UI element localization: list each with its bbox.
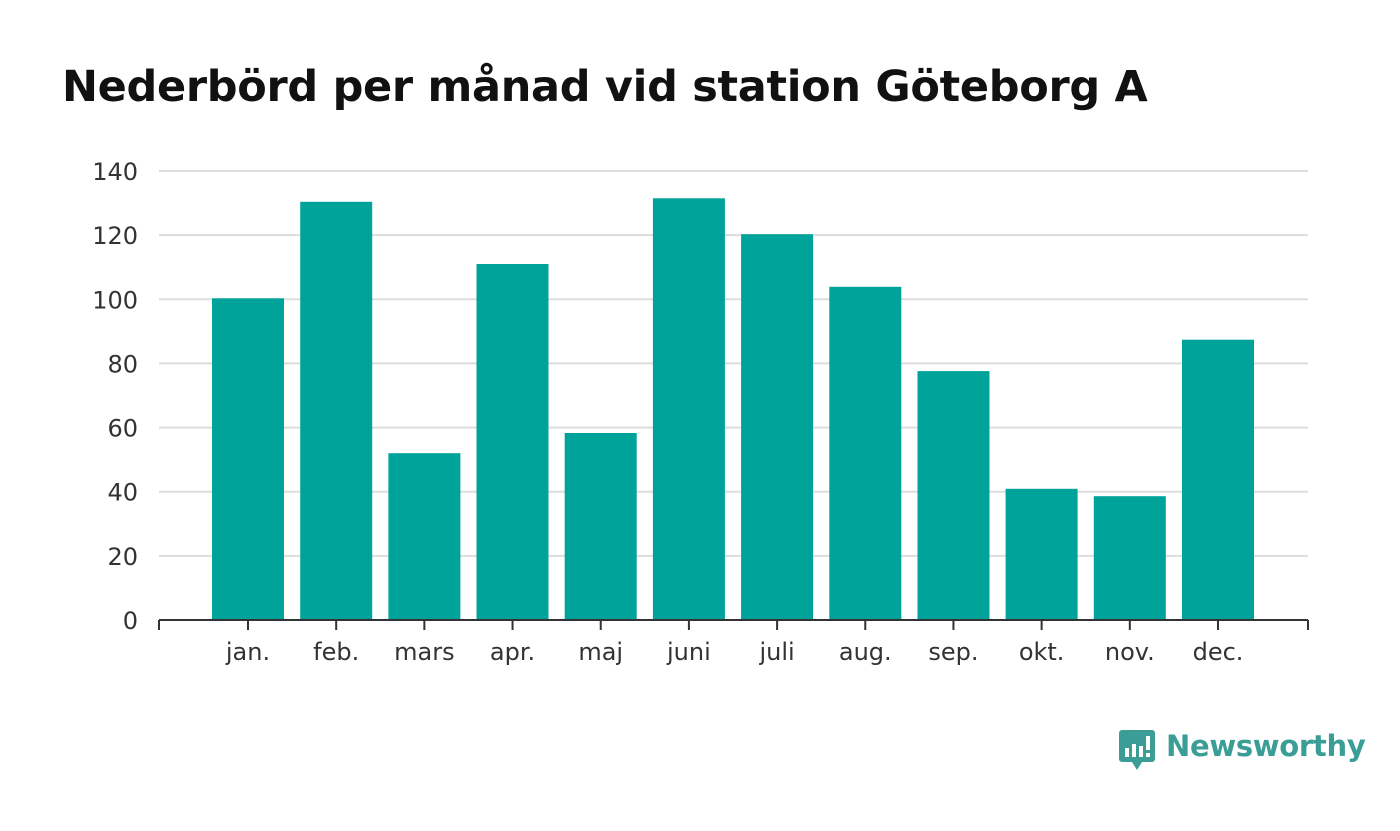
bar-nov (1093, 496, 1166, 620)
x-tick-label: juni (666, 638, 711, 666)
bar-jan (212, 298, 284, 620)
y-tick-label: 80 (107, 350, 138, 378)
bar-feb (300, 201, 373, 621)
x-tick-label: juli (758, 638, 794, 666)
bar-dec (1182, 339, 1254, 620)
y-tick-label: 20 (107, 543, 138, 571)
bar-sep (917, 371, 990, 620)
x-tick-label: jan. (225, 638, 270, 666)
x-tick-label: aug. (839, 638, 892, 666)
x-tick-label: sep. (928, 638, 978, 666)
bar-mars (388, 453, 461, 620)
x-tick-label: okt. (1019, 638, 1065, 666)
y-tick-label: 60 (107, 415, 138, 443)
x-tick-label: mars (394, 638, 454, 666)
y-tick-label: 100 (92, 286, 138, 314)
x-tick-label: feb. (313, 638, 359, 666)
bar-juni (652, 198, 725, 621)
newsworthy-logo-icon (1119, 730, 1155, 770)
x-axis (158, 619, 1309, 630)
bar-aug (829, 286, 902, 620)
chart-title: Nederbörd per månad vid station Göteborg… (62, 62, 1148, 112)
x-axis-tick-labels: jan. feb. mars apr. maj juni juli aug. sep. okt. n… (225, 638, 1244, 666)
y-tick-label: 40 (107, 479, 138, 507)
brand-logo: Newsworthy (1118, 728, 1366, 774)
bar-maj (564, 433, 637, 620)
bar-juli (741, 234, 814, 620)
brand-name: Newsworthy (1166, 729, 1366, 763)
y-axis-tick-labels: 0 20 40 60 80 100 120 140 (92, 158, 138, 635)
x-tick-label: dec. (1193, 638, 1244, 666)
x-tick-label: apr. (490, 638, 535, 666)
y-tick-label: 140 (92, 158, 138, 186)
bar-apr (476, 264, 549, 620)
x-tick-label: nov. (1105, 638, 1155, 666)
bars (212, 198, 1254, 621)
bar-okt (1005, 488, 1078, 620)
y-tick-label: 0 (123, 607, 138, 635)
y-tick-label: 120 (92, 222, 138, 250)
x-tick-label: maj (578, 638, 623, 666)
